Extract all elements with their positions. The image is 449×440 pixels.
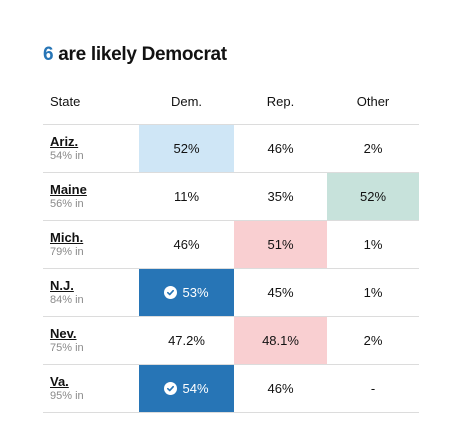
dem-value: 52%	[139, 124, 234, 173]
rep-value: 51%	[234, 220, 327, 269]
dem-value: 54%	[182, 381, 209, 396]
state-cell: Mich. 79% in	[43, 220, 139, 269]
other-value: 2%	[327, 124, 419, 173]
table-row-nev: Nev. 75% in 47.2% 48.1% 2%	[43, 316, 419, 365]
column-header-other: Other	[327, 79, 419, 125]
reporting-label: 54% in	[50, 150, 84, 162]
state-link-ariz[interactable]: Ariz.	[50, 134, 79, 149]
other-value: 2%	[327, 316, 419, 365]
rep-value: 45%	[234, 268, 327, 317]
table-row-mich: Mich. 79% in 46% 51% 1%	[43, 220, 419, 269]
results-table: State Dem. Rep. Other Ariz. 54% in 52% 4…	[43, 79, 419, 413]
rep-value: 46%	[234, 124, 327, 173]
table-row-nj: N.J. 84% in 53% 45% 1%	[43, 268, 419, 317]
header-row: State Dem. Rep. Other	[43, 79, 419, 125]
column-header-rep: Rep.	[234, 79, 327, 125]
state-link-nev[interactable]: Nev.	[50, 326, 77, 341]
other-value: 1%	[327, 220, 419, 269]
reporting-label: 56% in	[50, 198, 84, 210]
state-link-nj[interactable]: N.J.	[50, 278, 74, 293]
dem-value: 53%	[182, 285, 209, 300]
table-row-maine: Maine 56% in 11% 35% 52%	[43, 172, 419, 221]
state-link-va[interactable]: Va.	[50, 374, 69, 389]
other-value: 52%	[327, 172, 419, 221]
dem-value: 46%	[139, 220, 234, 269]
state-cell: Nev. 75% in	[43, 316, 139, 365]
dem-value: 11%	[139, 172, 234, 221]
rep-value: 48.1%	[234, 316, 327, 365]
reporting-label: 84% in	[50, 294, 84, 306]
likely-count: 6	[43, 44, 54, 65]
other-value: -	[327, 364, 419, 413]
check-circle-icon	[164, 382, 178, 395]
table-row-va: Va. 95% in 54% 46% -	[43, 364, 419, 413]
check-circle-icon	[164, 286, 178, 299]
column-header-state: State	[43, 79, 139, 125]
state-cell: Maine 56% in	[43, 172, 139, 221]
title-text: are likely Democrat	[53, 44, 227, 65]
state-link-maine[interactable]: Maine	[50, 182, 87, 197]
reporting-label: 75% in	[50, 342, 84, 354]
dem-winner-cell: 53%	[139, 268, 234, 317]
reporting-label: 95% in	[50, 390, 84, 402]
rep-value: 46%	[234, 364, 327, 413]
reporting-label: 79% in	[50, 246, 84, 258]
state-cell: N.J. 84% in	[43, 268, 139, 317]
page-title: 6 are likely Democrat	[43, 44, 227, 66]
state-cell: Va. 95% in	[43, 364, 139, 413]
dem-winner-cell: 54%	[139, 364, 234, 413]
state-link-mich[interactable]: Mich.	[50, 230, 84, 245]
state-cell: Ariz. 54% in	[43, 124, 139, 173]
column-header-dem: Dem.	[139, 79, 234, 125]
other-value: 1%	[327, 268, 419, 317]
dem-value: 47.2%	[139, 316, 234, 365]
rep-value: 35%	[234, 172, 327, 221]
table-row-ariz: Ariz. 54% in 52% 46% 2%	[43, 124, 419, 173]
